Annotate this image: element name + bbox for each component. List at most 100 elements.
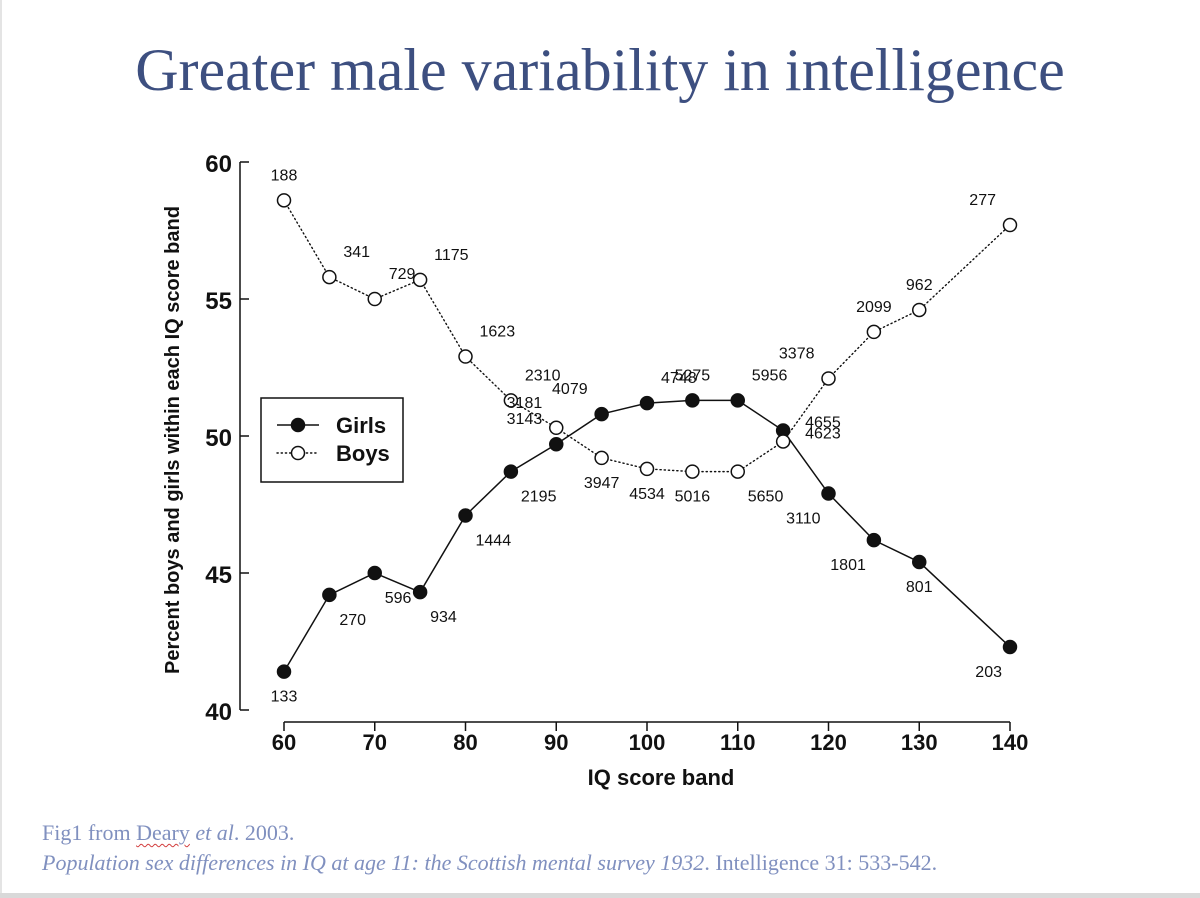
boys-label-85: 2310 — [525, 367, 561, 384]
y-axis-title: Percent boys and girls within each IQ sc… — [162, 206, 184, 674]
x-tick-label-110: 110 — [720, 730, 756, 755]
girls-point-125 — [866, 532, 882, 548]
slide-edge-bottom — [0, 893, 1200, 898]
boys-point-85 — [503, 393, 519, 408]
boys-label-130: 962 — [906, 277, 933, 294]
y-tick-label-45: 45 — [205, 562, 232, 589]
boys-point-110 — [730, 464, 745, 479]
girls-point-110 — [730, 393, 745, 408]
boys-label-75: 1175 — [434, 247, 469, 264]
girls-label-105: 5275 — [675, 367, 711, 384]
boys-point-140 — [1002, 217, 1018, 233]
girls-label-80: 1444 — [476, 532, 512, 549]
citation: Fig1 from Deary et al. 2003. Population … — [42, 818, 937, 878]
series-girls-line — [283, 399, 1011, 673]
y-tick-label-50: 50 — [205, 425, 232, 452]
slide-edge-left — [0, 0, 2, 898]
boys-label-105: 5016 — [675, 489, 711, 506]
girls-point-140 — [1002, 639, 1018, 655]
girls-label-75: 934 — [430, 609, 457, 626]
x-tick-label-80: 80 — [453, 730, 477, 755]
girls-label-115: 4623 — [805, 426, 841, 443]
citation-line-2: Population sex differences in IQ at age … — [42, 848, 937, 878]
girls-label-65: 270 — [339, 612, 366, 629]
chart-axes: 40 45 50 55 60 60 70 80 90 100 110 120 130 140 IQ scor… — [162, 151, 1028, 790]
boys-label-95: 3947 — [584, 475, 620, 492]
boys-point-115 — [775, 434, 791, 449]
girls-point-100 — [639, 395, 655, 411]
boys-point-105 — [685, 464, 700, 479]
x-tick-label-100: 100 — [629, 730, 666, 755]
citation-year: . 2003. — [233, 820, 295, 845]
legend-boys-marker — [290, 445, 306, 461]
citation-line-1: Fig1 from Deary et al. 2003. — [42, 818, 937, 848]
boys-point-120 — [821, 371, 836, 386]
boys-label-110: 5650 — [748, 489, 784, 506]
boys-point-80 — [458, 349, 473, 364]
series-boys-line — [283, 199, 1011, 473]
slide-title: Greater male variability in intelligence — [135, 37, 1065, 103]
citation-author: Deary — [136, 820, 190, 845]
boys-label-60: 188 — [271, 167, 298, 184]
x-axis-title: IQ score band — [588, 765, 735, 790]
x-tick-label-70: 70 — [363, 730, 387, 755]
legend-girls-label: Girls — [336, 413, 386, 438]
girls-point-105 — [685, 393, 700, 408]
girls-label-85: 2195 — [521, 489, 557, 506]
boys-label-65: 341 — [343, 244, 370, 261]
x-tick-label-140: 140 — [992, 730, 1029, 755]
y-tick-label-60: 60 — [205, 151, 232, 178]
boys-label-115: 4655 — [805, 414, 841, 431]
girls-point-60 — [276, 664, 292, 679]
boys-point-65 — [322, 269, 337, 285]
girls-label-140: 203 — [975, 664, 1002, 681]
y-tick-label-40: 40 — [205, 699, 232, 726]
boys-label-70: 729 — [389, 266, 416, 283]
citation-et-al: et al — [195, 820, 234, 845]
x-tick-label-120: 120 — [810, 730, 847, 755]
girls-label-95: 4079 — [552, 381, 588, 398]
boys-point-95 — [594, 450, 609, 466]
boys-point-75 — [412, 272, 428, 288]
citation-journal: . Intelligence 31: 533-542. — [704, 850, 938, 875]
boys-label-140: 277 — [969, 192, 996, 209]
girls-label-70: 596 — [385, 590, 412, 607]
x-tick-label-60: 60 — [272, 730, 296, 755]
girls-point-80 — [458, 508, 473, 523]
boys-label-90: 3181 — [507, 395, 543, 412]
x-tick-label-130: 130 — [901, 730, 938, 755]
boys-label-100: 4534 — [629, 486, 665, 503]
girls-point-130 — [912, 554, 927, 570]
boys-point-125 — [866, 324, 882, 340]
girls-point-85 — [503, 464, 519, 479]
girls-point-70 — [367, 565, 382, 581]
x-tick-label-90: 90 — [544, 730, 568, 755]
girls-label-100: 4748 — [661, 370, 697, 387]
girls-point-120 — [821, 486, 836, 501]
girls-label-130: 801 — [906, 579, 933, 596]
girls-label-90: 3143 — [507, 411, 543, 428]
girls-point-65 — [322, 587, 337, 603]
boys-point-90 — [549, 420, 564, 436]
legend-boys-label: Boys — [336, 441, 390, 466]
girls-label-125: 1801 — [830, 557, 866, 574]
girls-point-90 — [549, 436, 564, 452]
girls-label-120: 3110 — [786, 511, 821, 528]
boys-label-125: 2099 — [856, 299, 892, 316]
legend-box — [260, 397, 404, 483]
girls-label-110: 5956 — [752, 367, 788, 384]
citation-paper-title: Population sex differences in IQ at age … — [42, 850, 705, 875]
boys-label-120: 3378 — [779, 345, 815, 362]
girls-point-95 — [594, 406, 609, 422]
girls-label-60: 133 — [271, 689, 298, 706]
boys-point-100 — [639, 461, 655, 477]
boys-point-130 — [912, 302, 927, 318]
boys-point-60 — [276, 193, 292, 208]
girls-point-75 — [412, 584, 428, 600]
y-tick-label-55: 55 — [205, 288, 232, 315]
chart-legend: Girls Boys — [260, 397, 404, 483]
boys-point-70 — [367, 291, 382, 307]
